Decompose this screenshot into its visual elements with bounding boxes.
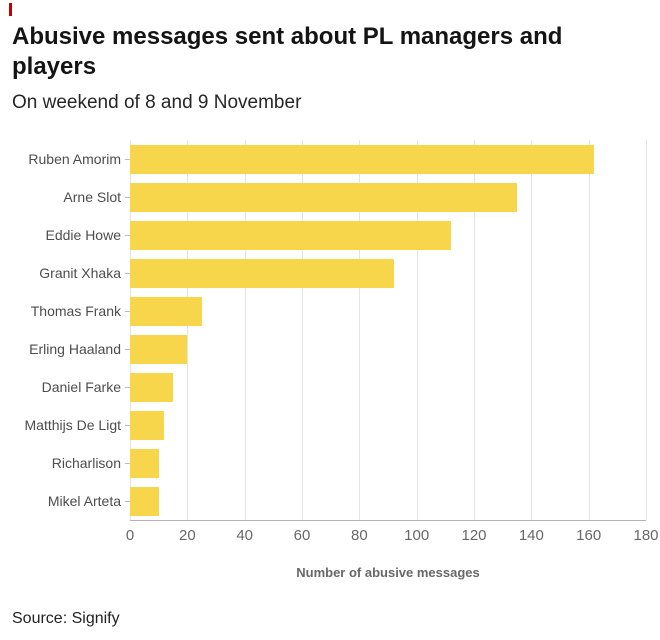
bar-row	[130, 330, 646, 368]
bar-arne-slot	[130, 182, 517, 212]
y-label-row: Mikel Arteta	[12, 482, 130, 520]
x-tick-label: 120	[461, 527, 487, 544]
category-label: Matthijs De Ligt	[24, 417, 121, 433]
y-label-row: Matthijs De Ligt	[12, 406, 130, 444]
gridline	[531, 140, 533, 520]
bar-row	[130, 482, 646, 520]
category-label: Richarlison	[51, 455, 121, 471]
y-label-row: Granit Xhaka	[12, 254, 130, 292]
category-label: Ruben Amorim	[28, 151, 121, 167]
y-label-row: Erling Haaland	[12, 330, 130, 368]
y-tick-mark	[125, 272, 130, 274]
bar-row	[130, 140, 646, 178]
source-note: Source: Signify	[12, 610, 120, 627]
y-label-row: Daniel Farke	[12, 368, 130, 406]
category-label: Granit Xhaka	[39, 265, 121, 281]
y-label-row: Thomas Frank	[12, 292, 130, 330]
accent-mark	[9, 3, 12, 16]
gridline	[474, 140, 475, 520]
bar-ruben-amorim	[130, 144, 595, 174]
bar-daniel-farke	[130, 372, 173, 402]
bar-thomas-frank	[130, 296, 202, 326]
x-tick-label: 140	[518, 527, 544, 544]
x-tick-label: 80	[350, 527, 368, 544]
y-tick-mark	[125, 196, 130, 198]
y-tick-mark	[125, 158, 130, 160]
gridline	[130, 140, 131, 520]
gridline	[187, 140, 189, 520]
bar-mikel-arteta	[130, 486, 159, 516]
bar-matthijs-de-ligt	[130, 410, 165, 440]
y-tick-mark	[125, 424, 130, 426]
bar-richarlison	[130, 448, 159, 478]
y-tick-mark	[125, 348, 130, 350]
bar-row	[130, 292, 646, 330]
x-tick-label: 40	[236, 527, 253, 544]
gridline	[646, 140, 647, 520]
y-tick-mark	[125, 234, 130, 236]
category-label: Eddie Howe	[45, 227, 122, 243]
x-axis-title: Number of abusive messages	[296, 565, 480, 580]
bar-row	[130, 178, 646, 216]
bar-chart: Ruben Amorim Arne Slot Eddie Howe Granit Xh…	[12, 140, 659, 580]
bar-eddie-howe	[130, 220, 452, 250]
bar-granit-xhaka	[130, 258, 394, 288]
y-label-row: Arne Slot	[12, 178, 130, 216]
y-label-row: Richarlison	[12, 444, 130, 482]
gridline	[588, 140, 590, 520]
x-axis-ticks: 0 20 40 60 80 100 120 140 160 180	[126, 527, 659, 551]
x-tick-label: 160	[576, 527, 602, 544]
gridline	[416, 140, 418, 520]
x-tick-label: 180	[633, 527, 659, 544]
category-label: Erling Haaland	[29, 341, 121, 357]
bar-row	[130, 444, 646, 482]
x-tick-label: 20	[178, 527, 196, 544]
x-tick-label: 0	[125, 527, 135, 544]
category-label: Daniel Farke	[41, 379, 121, 395]
category-label: Arne Slot	[63, 189, 121, 205]
x-tick-label: 60	[293, 527, 311, 544]
chart-body: Ruben Amorim Arne Slot Eddie Howe Granit Xh…	[12, 140, 647, 521]
y-label-row: Eddie Howe	[12, 216, 130, 254]
y-tick-mark	[125, 462, 130, 464]
gridline	[359, 140, 361, 520]
bar-row	[130, 368, 646, 406]
category-label: Mikel Arteta	[47, 493, 121, 509]
bar-erling-haaland	[130, 334, 188, 364]
chart-subtitle: On weekend of 8 and 9 November	[12, 92, 302, 113]
y-tick-mark	[125, 386, 130, 388]
bar-row	[130, 406, 646, 444]
bar-row	[130, 216, 646, 254]
category-label: Thomas Frank	[30, 303, 121, 319]
x-tick-label: 100	[404, 527, 430, 544]
plot-area	[130, 140, 647, 521]
y-axis-labels: Ruben Amorim Arne Slot Eddie Howe Granit Xh…	[12, 140, 130, 521]
chart-title: Abusive messages sent about PL managers …	[12, 23, 563, 80]
gridline	[302, 140, 303, 520]
y-label-row: Ruben Amorim	[12, 140, 130, 178]
bar-row	[130, 254, 646, 292]
y-tick-mark	[125, 500, 130, 502]
gridline	[244, 140, 246, 520]
y-tick-mark	[125, 310, 130, 312]
